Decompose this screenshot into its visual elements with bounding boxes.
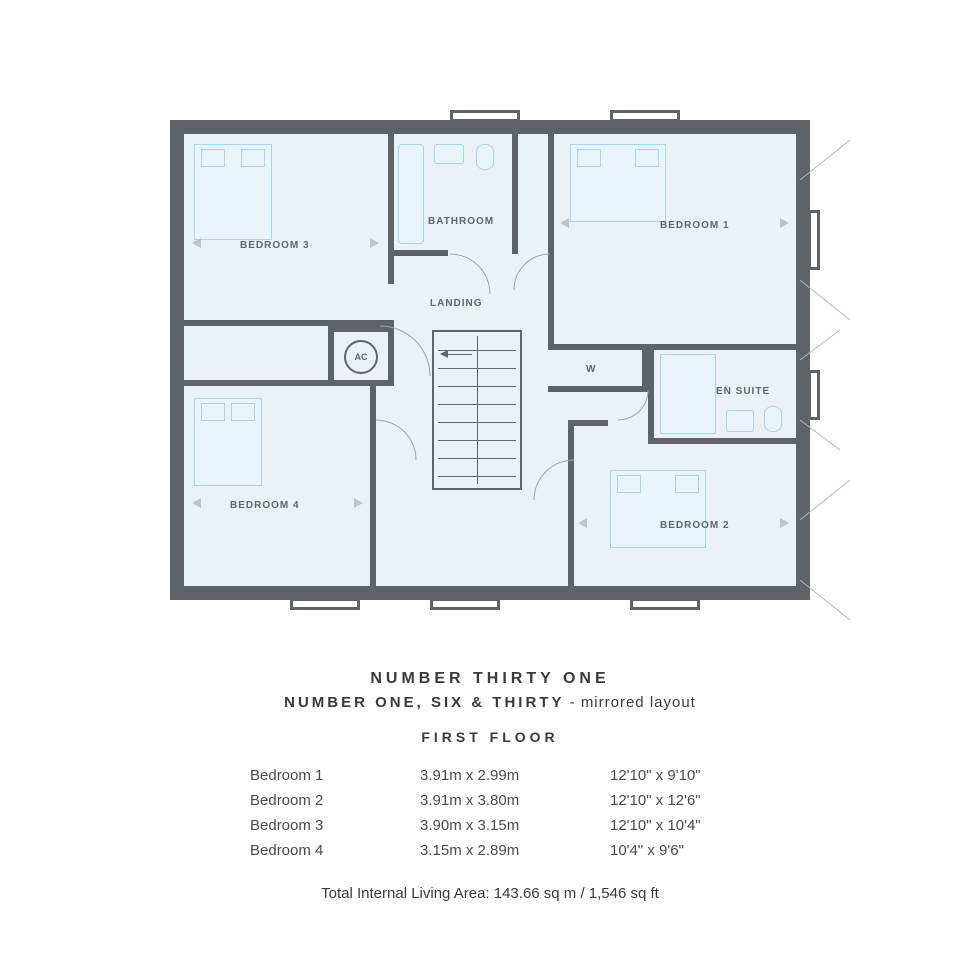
label-bedroom4: BEDROOM 4 <box>230 500 300 511</box>
wall-ens-bot <box>648 438 796 444</box>
shower-ensuite <box>660 354 716 434</box>
wall-v1 <box>388 134 394 284</box>
bed-bedroom1 <box>570 144 666 222</box>
wall-b2-top <box>568 420 608 426</box>
window-top-right <box>610 110 680 122</box>
table-row: Bedroom 2 3.91m x 3.80m 12'10" x 12'6" <box>250 792 730 809</box>
title-line1: NUMBER THIRTY ONE <box>0 670 980 688</box>
arrow-b4-left <box>192 498 201 508</box>
table-row: Bedroom 3 3.90m x 3.15m 12'10" x 10'4" <box>250 817 730 834</box>
room-imperial: 12'10" x 9'10" <box>610 767 730 784</box>
wall-v3 <box>548 134 554 344</box>
label-ensuite: EN SUITE <box>716 386 770 397</box>
room-metric: 3.15m x 2.89m <box>420 842 560 859</box>
ac-label: AC <box>344 340 378 374</box>
room-metric: 3.91m x 3.80m <box>420 792 560 809</box>
info-block: NUMBER THIRTY ONE NUMBER ONE, SIX & THIR… <box>0 670 980 902</box>
room-name: Bedroom 3 <box>250 817 370 834</box>
wall-w-h <box>548 344 648 350</box>
arrow-b1-right <box>780 218 789 228</box>
sink-ensuite <box>726 410 754 432</box>
room-name: Bedroom 2 <box>250 792 370 809</box>
window-bottom-2 <box>430 598 500 610</box>
label-bathroom: BATHROOM <box>428 216 494 227</box>
room-metric: 3.90m x 3.15m <box>420 817 560 834</box>
total-area: Total Internal Living Area: 143.66 sq m … <box>0 885 980 902</box>
window-bottom-3 <box>630 598 700 610</box>
label-w: W <box>586 364 596 375</box>
label-bedroom3: BEDROOM 3 <box>240 240 310 251</box>
title-line2: NUMBER ONE, SIX & THIRTY - mirrored layo… <box>0 694 980 711</box>
wall-h2b <box>184 380 334 386</box>
arrow-b2-left <box>578 518 587 528</box>
arrow-b3-right <box>370 238 379 248</box>
wall-ens-left <box>648 344 654 444</box>
window-right-2 <box>808 370 820 420</box>
arrow-b2-right <box>780 518 789 528</box>
room-imperial: 10'4" x 9'6" <box>610 842 730 859</box>
room-imperial: 12'10" x 10'4" <box>610 817 730 834</box>
sink-bathroom <box>434 144 464 164</box>
wall-v4 <box>370 380 376 586</box>
label-bedroom2: BEDROOM 2 <box>660 520 730 531</box>
toilet-ensuite <box>764 406 782 432</box>
bathtub <box>398 144 424 244</box>
ac-text: AC <box>355 352 368 362</box>
bed-bedroom4 <box>194 398 262 486</box>
title-line2-light: - mirrored layout <box>564 694 695 711</box>
floor-name: FIRST FLOOR <box>0 729 980 745</box>
arrow-b1-left <box>560 218 569 228</box>
floor-plan-diagram: AC BEDROOM 3 BEDROOM 4 BEDROOM 1 BEDROOM… <box>170 120 810 600</box>
window-right-1 <box>808 210 820 270</box>
wall-v2 <box>512 134 518 254</box>
dimensions-table: Bedroom 1 3.91m x 2.99m 12'10" x 9'10" B… <box>250 767 730 867</box>
toilet-bathroom <box>476 144 494 170</box>
room-name: Bedroom 4 <box>250 842 370 859</box>
room-name: Bedroom 1 <box>250 767 370 784</box>
stairs <box>432 330 522 490</box>
table-row: Bedroom 1 3.91m x 2.99m 12'10" x 9'10" <box>250 767 730 784</box>
window-top-left <box>450 110 520 122</box>
window-bottom-1 <box>290 598 360 610</box>
room-metric: 3.91m x 2.99m <box>420 767 560 784</box>
wall-ens-top <box>648 344 796 350</box>
label-landing: LANDING <box>430 298 483 309</box>
bed-bedroom3 <box>194 144 272 240</box>
arrow-b4-right <box>354 498 363 508</box>
wall-h1 <box>388 250 448 256</box>
wall-b2-left <box>568 420 574 586</box>
label-bedroom1: BEDROOM 1 <box>660 220 730 231</box>
table-row: Bedroom 4 3.15m x 2.89m 10'4" x 9'6" <box>250 842 730 859</box>
wall-w-h2 <box>548 386 648 392</box>
title-line2-bold: NUMBER ONE, SIX & THIRTY <box>284 694 564 711</box>
bed-bedroom2 <box>610 470 706 548</box>
room-imperial: 12'10" x 12'6" <box>610 792 730 809</box>
arrow-b3-left <box>192 238 201 248</box>
